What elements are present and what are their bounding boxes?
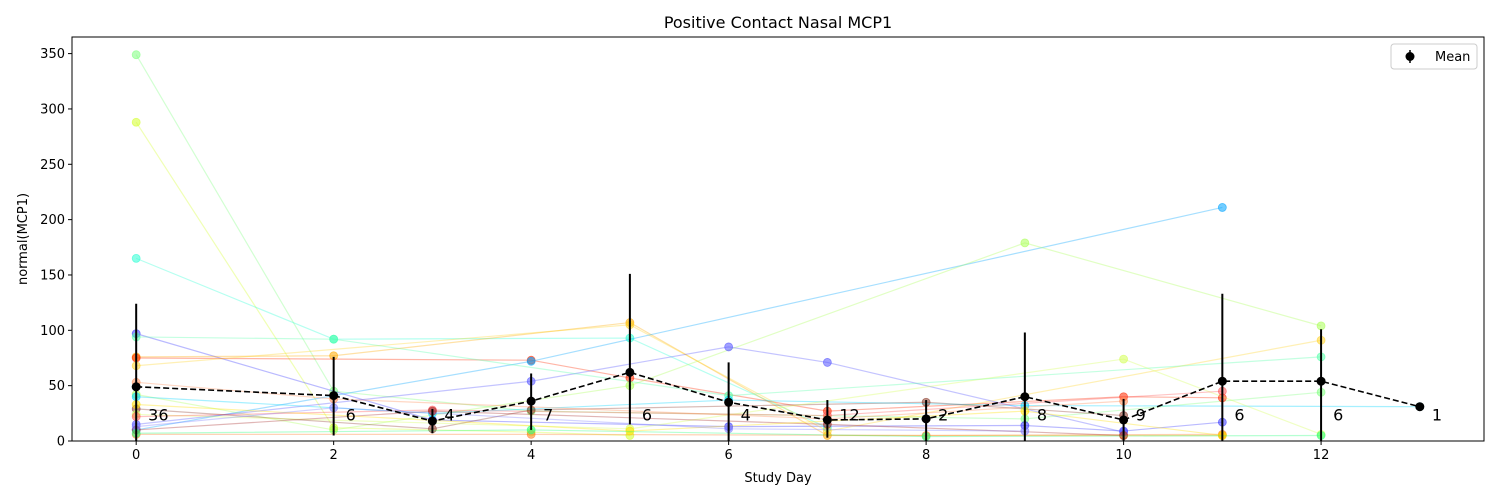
subject-point <box>329 334 339 344</box>
y-tick-label: 100 <box>40 324 65 339</box>
sample-count-label: 4 <box>444 405 454 424</box>
y-tick-label: 250 <box>40 158 65 173</box>
subject-point <box>131 253 141 263</box>
mean-point <box>1217 376 1227 386</box>
mean-point <box>1020 392 1030 402</box>
y-tick-label: 0 <box>57 435 65 450</box>
subject-point <box>724 342 734 352</box>
sample-count-label: 7 <box>543 405 553 424</box>
subject-point <box>822 358 832 367</box>
x-tick-label: 6 <box>724 448 732 463</box>
subject-point <box>131 117 141 127</box>
mean-series-layer <box>131 273 1425 441</box>
x-tick-label: 8 <box>922 448 930 463</box>
sample-count-label: 2 <box>938 405 948 424</box>
sample-count-label: 12 <box>839 405 859 424</box>
x-tick-label: 12 <box>1313 448 1330 463</box>
legend-label-mean: Mean <box>1435 50 1470 65</box>
y-axis: 0 50 100 150 200 250 300 350 <box>40 47 72 450</box>
subject-point <box>131 50 141 60</box>
x-tick-label: 10 <box>1115 448 1132 463</box>
legend-box <box>1390 43 1478 70</box>
subject-point <box>1316 321 1326 331</box>
sample-count-label: 9 <box>1136 405 1146 424</box>
mean-point <box>526 396 536 406</box>
mean-point <box>1415 402 1425 412</box>
sample-count-label: 1 <box>1432 405 1442 424</box>
mean-point <box>427 416 437 426</box>
mean-point <box>131 382 141 392</box>
mean-point <box>1316 376 1326 386</box>
x-tick-label: 0 <box>132 448 140 463</box>
mean-point <box>822 415 832 425</box>
y-tick-label: 50 <box>48 379 65 394</box>
x-tick-label: 2 <box>330 448 338 463</box>
legend-marker <box>1405 52 1415 61</box>
x-axis-label: Study Day <box>744 471 812 486</box>
count-labels-layer: 36 6 4 7 6 4 12 2 8 9 6 6 1 <box>148 405 1442 424</box>
sample-count-label: 6 <box>1234 405 1244 424</box>
mean-point <box>1119 415 1129 425</box>
x-tick-label: 4 <box>527 448 535 463</box>
subject-point <box>1217 203 1227 212</box>
mean-point <box>625 367 635 377</box>
sample-count-label: 8 <box>1037 405 1047 424</box>
plot-frame <box>71 36 1485 442</box>
subject-point <box>526 356 536 366</box>
sample-count-label: 6 <box>642 405 652 424</box>
subject-point <box>1020 238 1030 248</box>
sample-count-label: 36 <box>148 405 168 424</box>
y-axis-label: normal(MCP1) <box>16 193 31 285</box>
sample-count-label: 4 <box>741 405 751 424</box>
sample-count-label: 6 <box>346 405 356 424</box>
subject-series-line <box>136 333 1223 432</box>
y-tick-label: 150 <box>40 268 65 283</box>
subject-series-line <box>136 433 1223 437</box>
sample-count-label: 6 <box>1333 405 1343 424</box>
subject-series-line <box>136 357 1223 412</box>
legend: Mean <box>1390 43 1478 70</box>
mean-point <box>921 414 931 424</box>
y-tick-label: 350 <box>40 47 65 62</box>
x-axis: 0 2 4 6 8 10 12 <box>132 441 1329 463</box>
subject-series-line <box>136 321 1223 437</box>
y-tick-label: 200 <box>40 213 65 228</box>
subject-series-layer <box>131 50 1425 441</box>
subject-series-line <box>136 381 1124 420</box>
subject-point <box>625 426 635 436</box>
mean-point <box>724 397 734 407</box>
mean-point <box>329 391 339 401</box>
chart-title: Positive Contact Nasal MCP1 <box>664 13 892 32</box>
subject-point <box>1119 354 1128 364</box>
y-tick-label: 300 <box>40 102 65 117</box>
